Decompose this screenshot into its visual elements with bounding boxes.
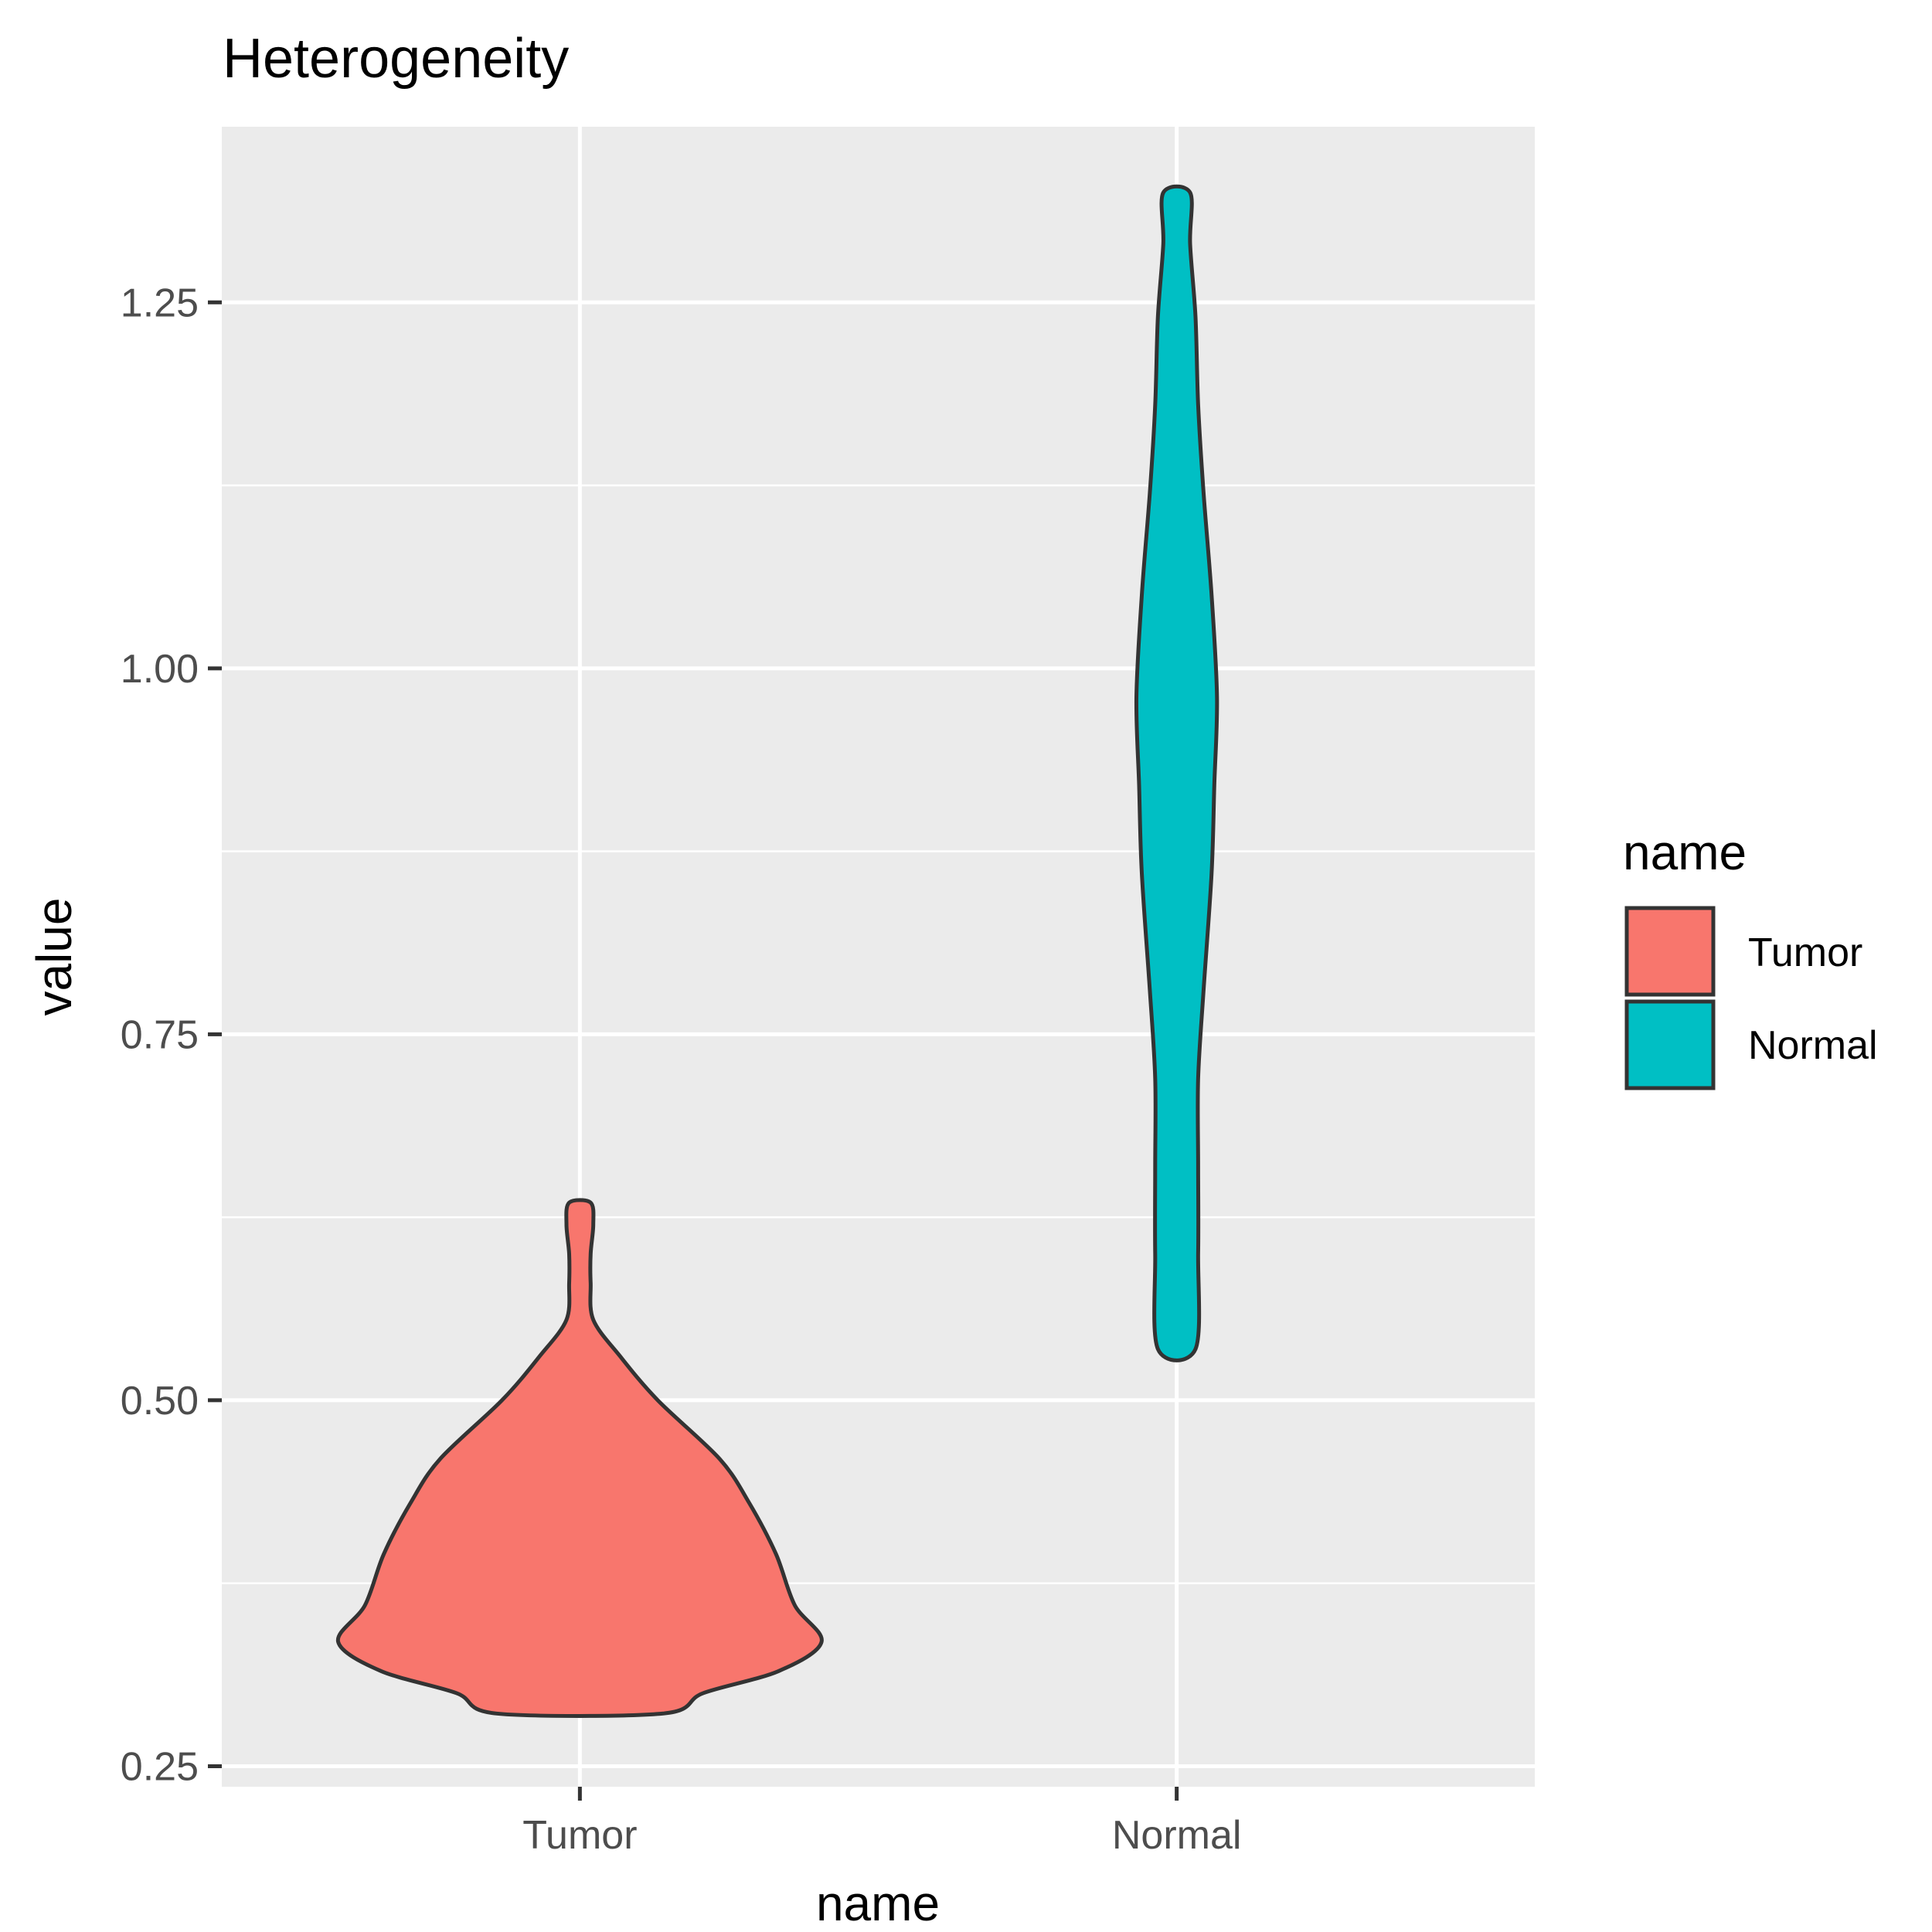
y-tick-label: 0.75 bbox=[121, 1012, 199, 1057]
x-axis: Tumor Normal bbox=[522, 1787, 1241, 1858]
x-tick-label-tumor: Tumor bbox=[522, 1813, 637, 1858]
y-axis: 0.25 0.50 0.75 1.00 1.25 bbox=[121, 281, 222, 1789]
x-tick-label-normal: Normal bbox=[1112, 1813, 1242, 1858]
legend-key-tumor bbox=[1624, 906, 1716, 997]
y-tick-label: 1.25 bbox=[121, 281, 199, 325]
chart-title: Heterogeneity bbox=[223, 28, 569, 90]
x-axis-title: name bbox=[816, 1876, 940, 1931]
y-tick-label: 0.25 bbox=[121, 1744, 199, 1789]
violin-normal bbox=[1134, 184, 1219, 1362]
violins bbox=[336, 184, 1219, 1718]
legend-title: name bbox=[1623, 825, 1747, 880]
violin-tumor bbox=[336, 1198, 824, 1718]
legend-label-normal: Normal bbox=[1748, 1023, 1878, 1068]
y-tick-label: 1.00 bbox=[121, 647, 199, 692]
legend-key-normal bbox=[1624, 999, 1716, 1090]
legend: name Tumor Normal bbox=[1623, 825, 1878, 1090]
legend-label-tumor: Tumor bbox=[1748, 930, 1862, 975]
y-tick-label: 0.50 bbox=[121, 1379, 199, 1423]
y-axis-title: value bbox=[26, 898, 82, 1016]
